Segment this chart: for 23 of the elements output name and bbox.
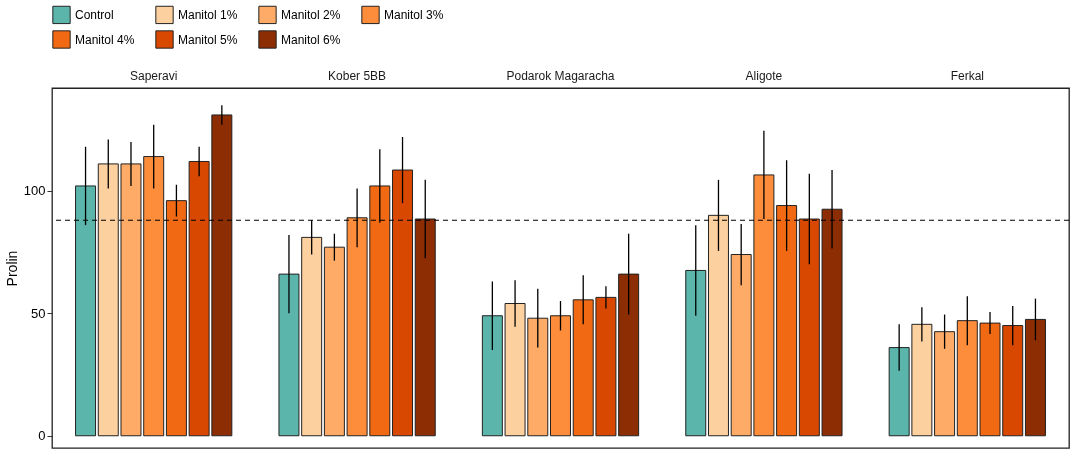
y-tick-label: 50 <box>31 305 46 321</box>
x-tick-label: Kober 5BB <box>328 68 387 83</box>
legend-label: Manitol 3% <box>384 7 444 22</box>
bar <box>1024 318 1046 437</box>
bar <box>550 315 571 437</box>
legend-label: Manitol 4% <box>75 32 135 47</box>
bar <box>707 214 729 437</box>
x-tick-label: Aligote <box>745 68 783 83</box>
legend-label: Manitol 1% <box>178 7 238 22</box>
legend-label: Control <box>75 7 114 22</box>
bar <box>685 269 707 437</box>
y-tick-label: 0 <box>38 428 46 444</box>
x-tick-label: Podarok Magaracha <box>506 68 615 83</box>
bar <box>392 169 414 437</box>
legend-label: Manitol 2% <box>281 7 341 22</box>
legend-label: Manitol 5% <box>178 32 238 47</box>
bar <box>414 218 436 437</box>
legend-label: Manitol 6% <box>281 32 341 47</box>
bar <box>75 185 97 437</box>
x-tick-label: Ferkal <box>950 68 984 83</box>
y-tick-label: 100 <box>23 183 46 199</box>
y-axis-title: Prolin <box>3 250 20 287</box>
x-tick-label: Saperavi <box>130 68 178 83</box>
